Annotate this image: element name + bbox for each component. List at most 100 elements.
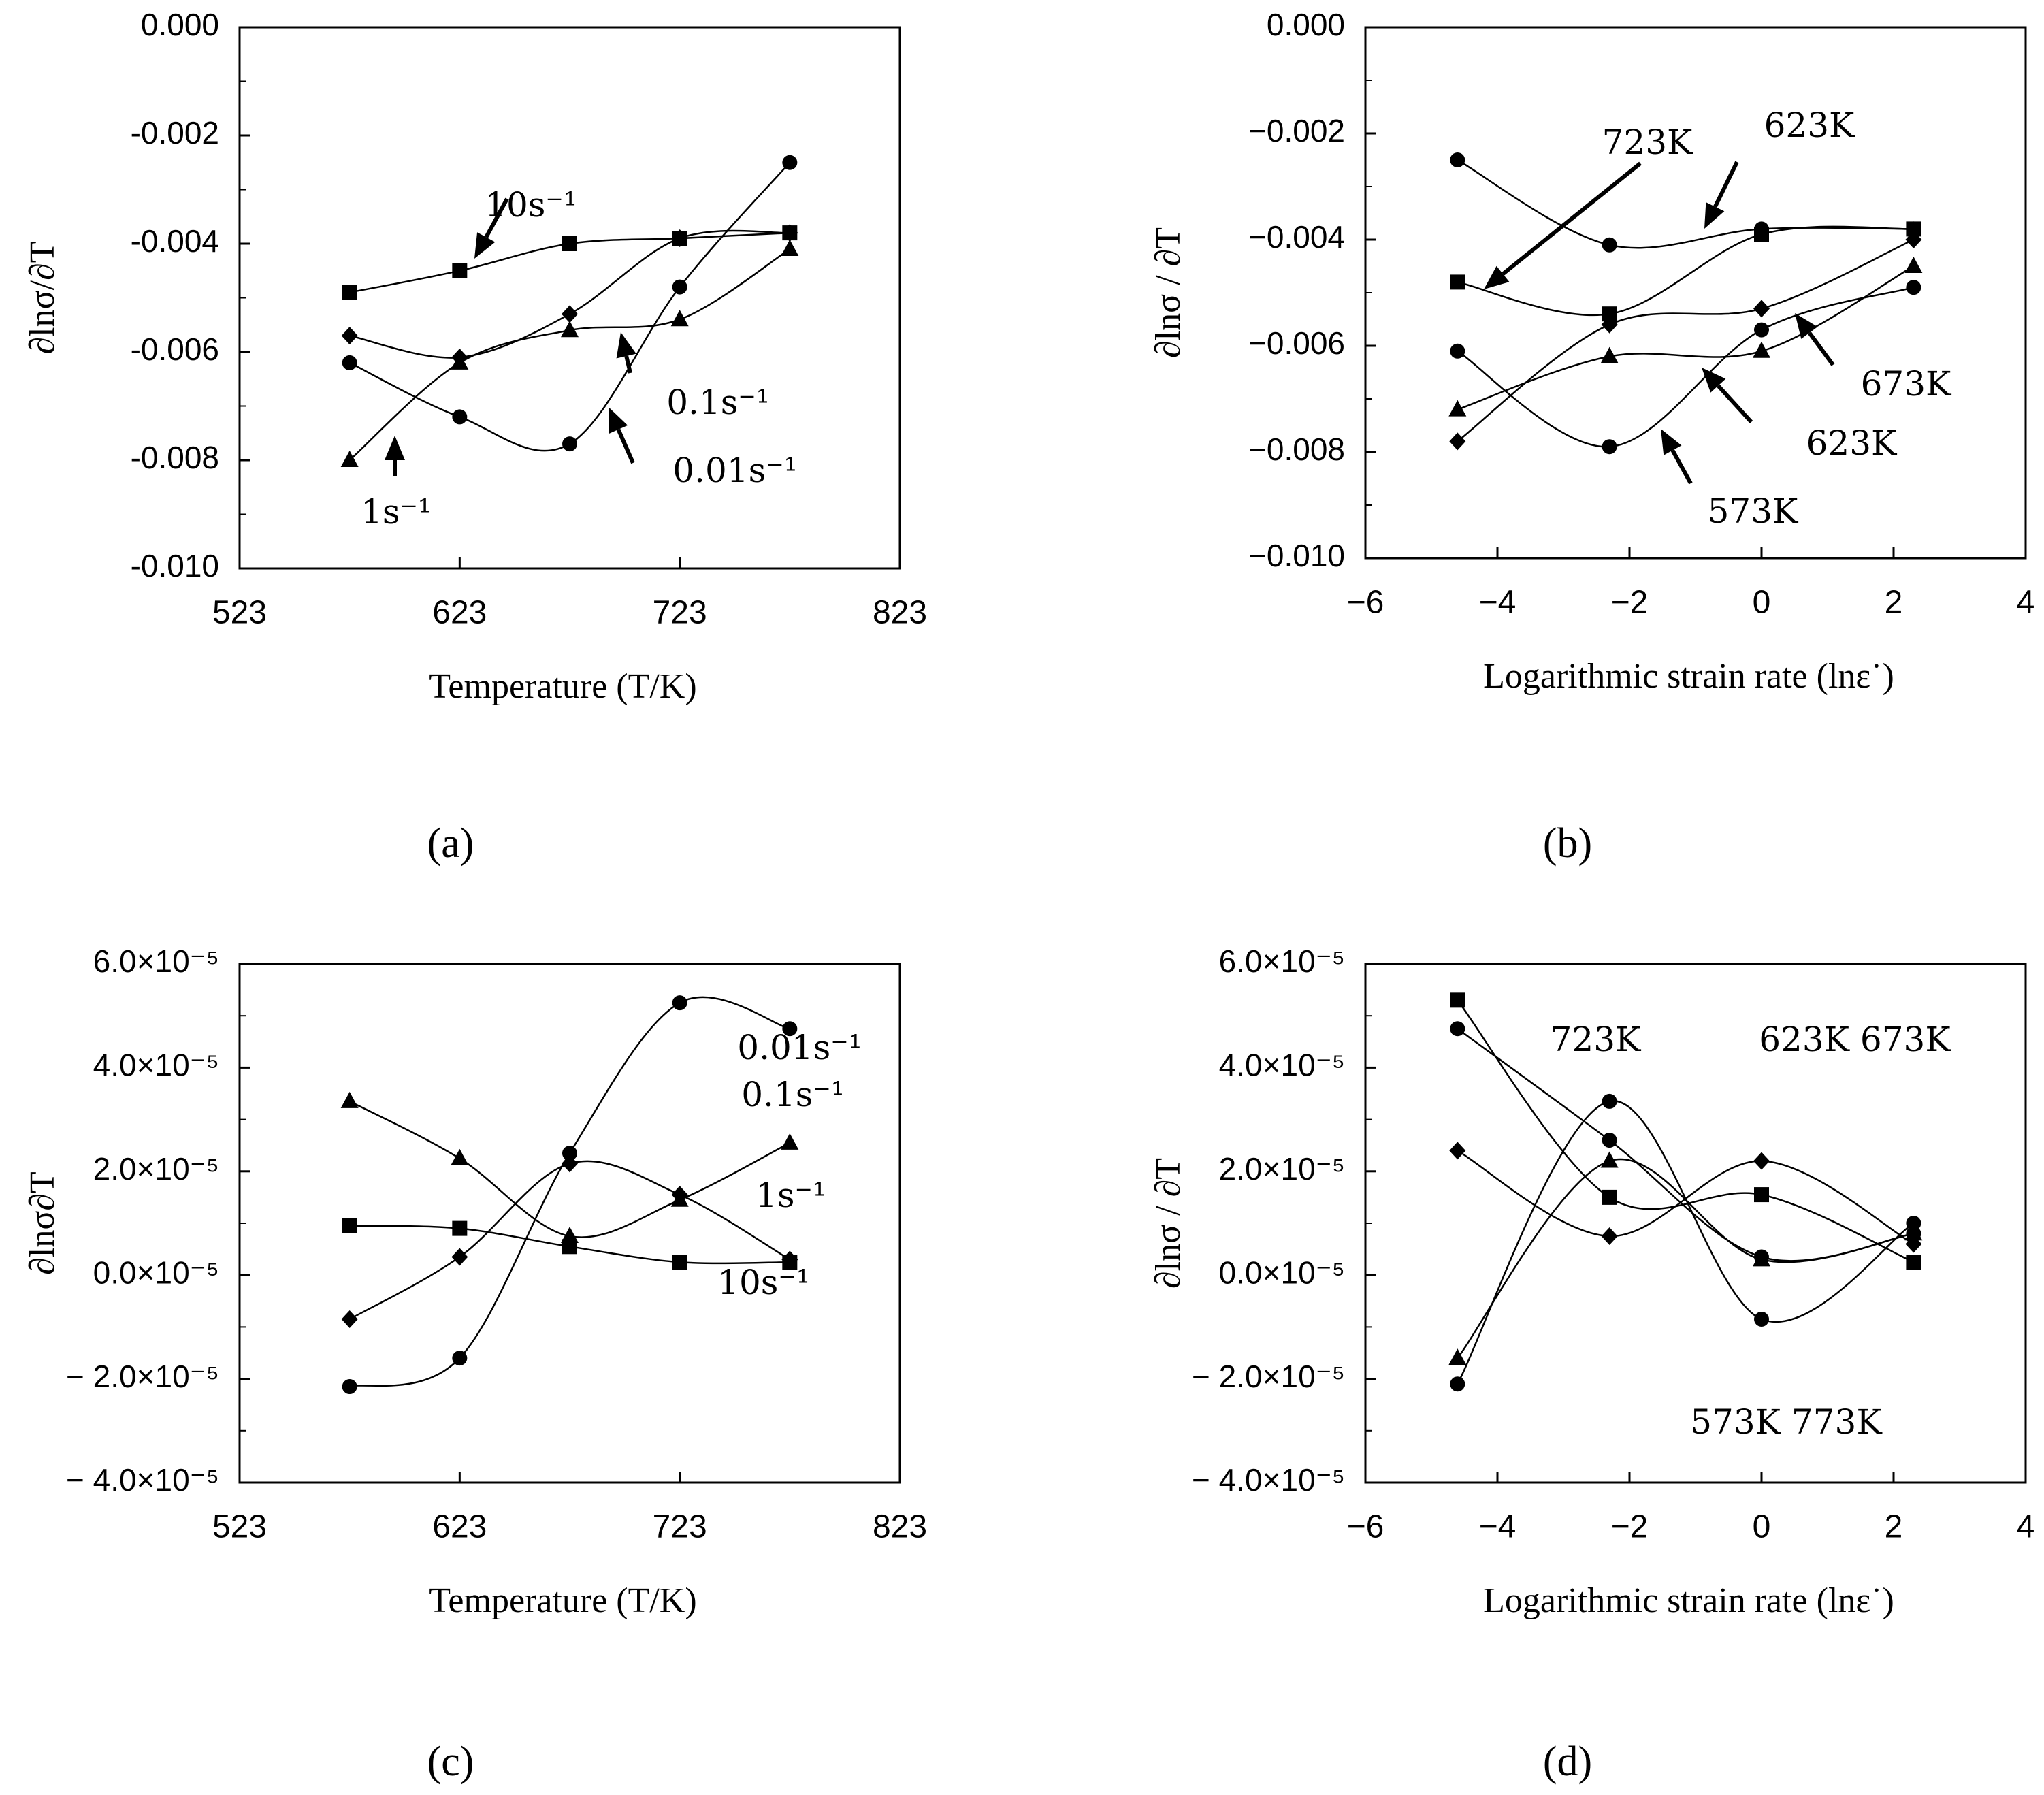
x-tick-label: 523 xyxy=(212,595,267,631)
data-point-circle xyxy=(1602,439,1617,455)
data-point-diamond xyxy=(1905,231,1922,248)
x-tick-label: 623 xyxy=(432,1509,487,1545)
data-point-diamond xyxy=(451,348,468,366)
data-point-triangle xyxy=(781,239,799,256)
x-tick-label: 523 xyxy=(212,1509,267,1545)
series-annotation: 623K 673K xyxy=(1759,1020,1951,1059)
data-point-diamond xyxy=(451,1248,468,1266)
data-point-triangle xyxy=(1600,346,1619,363)
data-point-triangle xyxy=(561,1227,579,1244)
y-tick-label: 0.0×10⁻⁵ xyxy=(93,1255,219,1290)
data-point-triangle xyxy=(340,1091,359,1108)
series-line xyxy=(349,161,791,452)
data-point-square xyxy=(342,285,357,300)
data-point-circle xyxy=(1906,280,1921,295)
data-point-square xyxy=(452,1220,468,1236)
data-point-diamond xyxy=(781,224,798,242)
series-annotation: 573K 773K xyxy=(1690,1402,1883,1442)
annotation-arrow xyxy=(609,407,635,464)
data-point-diamond xyxy=(671,229,688,248)
y-tick-label: 6.0×10⁻⁵ xyxy=(1219,943,1345,979)
data-point-triangle xyxy=(1904,1224,1923,1241)
data-point-circle xyxy=(782,155,798,170)
series-line xyxy=(1457,225,1914,317)
annotation-arrow-head xyxy=(609,407,628,434)
y-tick-label: − 2.0×10⁻⁵ xyxy=(1192,1359,1345,1394)
series-2 xyxy=(341,224,798,366)
annotation-arrow xyxy=(616,332,636,374)
y-axis-title: ∂lnσ / ∂T xyxy=(1149,1158,1188,1289)
y-tick-label: 4.0×10⁻⁵ xyxy=(93,1048,219,1083)
y-tick-label: −0.008 xyxy=(1248,432,1345,467)
panel-d: 6.0×10⁻⁵ 4.0×10⁻⁵ 2.0×10⁻⁵ 0.0×10⁻⁵ − 2.0×10… xyxy=(1149,943,2034,1785)
data-point-triangle xyxy=(1448,1348,1467,1365)
data-point-circle xyxy=(1906,1216,1921,1231)
annotation-arrow xyxy=(1702,368,1753,424)
panel-label: (a) xyxy=(427,820,474,867)
series-line xyxy=(1457,159,1914,249)
data-point-circle xyxy=(452,409,468,425)
series-line xyxy=(349,996,790,1388)
series-annotation: 623K xyxy=(1806,423,1898,463)
data-point-square xyxy=(1602,1189,1617,1205)
annotation-arrow xyxy=(1704,161,1739,229)
x-tick-label: 4 xyxy=(2017,1509,2035,1545)
annotation-arrow xyxy=(474,197,509,259)
y-tick-label: −0.002 xyxy=(1248,113,1345,148)
series-annotation: 0.1s⁻¹ xyxy=(741,1075,845,1114)
series-line xyxy=(1457,238,1914,442)
data-point-diamond xyxy=(341,1310,358,1328)
series-annotation: 1s⁻¹ xyxy=(756,1176,826,1215)
x-tick-label: 723 xyxy=(653,1509,707,1545)
data-point-square xyxy=(562,236,577,251)
y-tick-label: −0.004 xyxy=(1248,219,1345,255)
data-point-triangle xyxy=(1600,1151,1619,1168)
series-0 xyxy=(1450,152,1921,253)
data-point-circle xyxy=(1754,1311,1769,1327)
y-tick-label: -0.004 xyxy=(131,223,219,259)
annotation-arrow-head xyxy=(1704,202,1725,229)
annotation-arrow xyxy=(1484,161,1642,289)
annotation-arrow xyxy=(1795,313,1835,366)
panel-label: (c) xyxy=(427,1739,474,1785)
series-line xyxy=(1457,1100,1915,1385)
data-point-diamond xyxy=(1601,1227,1618,1246)
series-3 xyxy=(1448,257,1923,417)
y-tick-label: -0.002 xyxy=(131,115,219,150)
data-point-triangle xyxy=(1448,400,1467,417)
data-point-circle xyxy=(1602,1133,1617,1148)
series-annotation: 723K xyxy=(1551,1020,1642,1059)
annotation-arrow-head xyxy=(616,332,636,359)
data-point-diamond xyxy=(1753,300,1770,318)
data-point-square xyxy=(782,1255,798,1270)
data-point-circle xyxy=(1450,1376,1465,1392)
data-point-square xyxy=(672,1255,687,1270)
data-point-circle xyxy=(782,1021,798,1037)
series-1 xyxy=(1450,221,1921,322)
data-point-diamond xyxy=(1449,1142,1466,1160)
annotation-arrow-shaft xyxy=(1670,449,1693,485)
y-tick-label: 0.0×10⁻⁵ xyxy=(1219,1255,1345,1290)
x-tick-label: 4 xyxy=(2017,585,2035,621)
series-2 xyxy=(1449,231,1922,451)
series-0 xyxy=(1450,992,1921,1270)
x-tick-label: −4 xyxy=(1479,1509,1516,1545)
plot-frame xyxy=(1364,26,2027,560)
x-axis-title: Temperature (T/K) xyxy=(429,1581,696,1620)
data-point-triangle xyxy=(1753,1250,1770,1267)
series-1 xyxy=(340,239,799,467)
data-point-square xyxy=(452,263,468,278)
data-point-circle xyxy=(562,1146,577,1161)
data-point-square xyxy=(1602,306,1617,322)
data-point-square xyxy=(1906,221,1921,237)
y-tick-label: − 4.0×10⁻⁵ xyxy=(1192,1462,1345,1498)
series-4 xyxy=(1450,1093,1921,1392)
data-point-circle xyxy=(1450,152,1465,167)
y-tick-label: 4.0×10⁻⁵ xyxy=(1219,1048,1345,1083)
data-point-circle xyxy=(672,279,687,295)
y-tick-label: − 2.0×10⁻⁵ xyxy=(66,1359,219,1394)
y-tick-label: -0.010 xyxy=(131,548,219,583)
series-0 xyxy=(342,995,798,1395)
series-line xyxy=(1457,265,1915,410)
y-tick-label: 6.0×10⁻⁵ xyxy=(93,943,219,979)
